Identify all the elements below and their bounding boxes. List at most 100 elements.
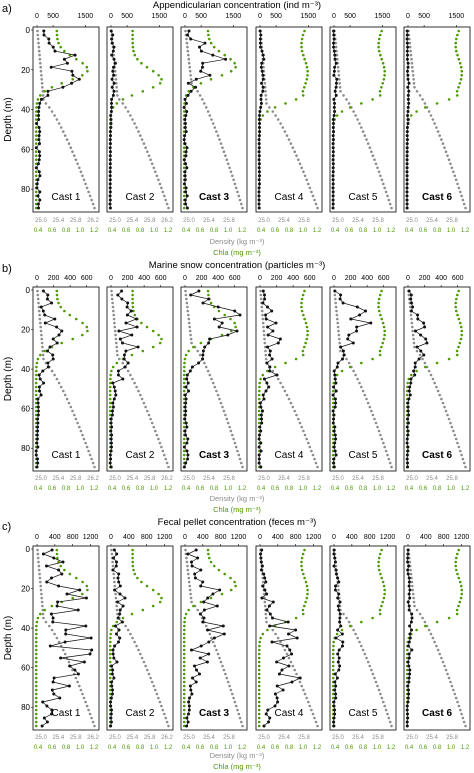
chla-point [34,644,38,648]
density-point [360,385,363,389]
chla-point [217,568,221,572]
concentration-point [265,592,269,596]
chla-point [34,636,38,640]
density-tick-label: 25.4 [278,218,290,224]
density-point [360,644,363,648]
concentration-point [406,118,410,121]
density-point [140,397,144,401]
concentration-point [261,77,265,81]
density-tick-label: 25.4 [278,735,290,741]
density-point [264,349,267,353]
concentration-point [38,174,42,178]
concentration-point [406,465,410,469]
chla-point [131,548,134,552]
concentration-point [135,325,139,329]
chla-point [35,624,38,628]
chla-tick-label: 1.0 [76,745,85,751]
chla-point [184,353,188,357]
density-point [225,676,229,680]
density-point [283,130,287,133]
density-point [373,676,376,680]
conc-tick-label: 400 [435,275,447,282]
chla-point [63,309,66,313]
chla-point [455,297,458,301]
chla-point [34,206,38,210]
concentration-point [405,457,409,461]
chla-point [380,345,383,349]
density-point [53,373,56,377]
density-point [155,692,159,696]
concentration-point [406,445,410,449]
concentration-point [112,548,116,552]
density-point [413,604,416,608]
density-tick-label: 25.8 [144,218,156,224]
density-point [57,640,61,644]
density-point [297,158,300,161]
chla-point [382,584,386,588]
chla-tick-label: 0.4 [34,745,43,751]
concentration-point [183,429,187,433]
depth-tick-label: 0 [26,545,31,554]
density-point [234,704,238,708]
concentration-point [111,568,115,572]
concentration-point [201,580,205,584]
density-point [339,90,342,93]
density-point [112,317,116,321]
density-point [38,576,42,580]
density-point [115,608,119,612]
concentration-point [108,182,112,186]
concentration-point [260,49,264,53]
chla-point [183,369,186,373]
cast-label: Cast 4 [275,708,304,719]
concentration-point [38,190,42,194]
concentration-point [406,552,410,556]
concentration-point [407,604,411,608]
chla-point [257,724,261,728]
concentration-point [183,122,187,125]
density-point [221,664,224,668]
concentration-point [336,596,340,600]
cast-label: Cast 1 [52,708,81,719]
density-point [210,636,213,640]
density-point [370,150,373,153]
concentration-point [259,97,263,101]
density-tick-label: 25.4 [52,218,64,224]
density-point [133,122,136,125]
density-point [412,337,415,341]
density-point [261,580,265,584]
concentration-point [332,130,335,134]
density-point [265,620,268,624]
chla-point [300,41,303,45]
density-point [300,684,304,688]
concentration-point [222,632,226,636]
chla-point [136,57,139,61]
concentration-point [199,644,203,648]
concentration-point [41,369,45,373]
density-point [358,381,361,385]
chla-point [306,329,309,333]
density-point [50,628,54,632]
concentration-point [406,696,410,700]
concentration-point [212,636,216,640]
chla-point [454,45,458,49]
depth-tick-label: 60 [21,664,30,673]
density-tick-label: 26.2 [161,476,173,482]
concentration-point [259,449,263,453]
density-point [184,548,187,552]
chla-tick-label: 0.6 [196,486,205,492]
concentration-point [287,664,291,668]
concentration-point [260,421,264,425]
concentration-point [60,329,64,333]
density-point [135,126,138,129]
chla-point [379,572,382,576]
concentration-point [407,652,411,656]
density-point [441,142,445,145]
concentration-point [332,369,336,373]
chla-tick-label: 1.2 [238,745,247,751]
concentration-point [55,341,59,345]
concentration-point [407,289,411,293]
chla-point [457,345,460,349]
